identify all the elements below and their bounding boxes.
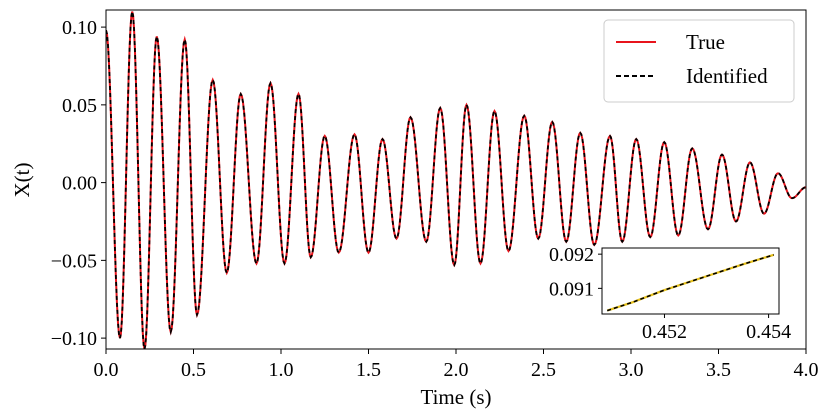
x-axis-ticks: 0.0 0.5 1.0 1.5 2.0 2.5 3.0 3.5 4.0 xyxy=(94,349,819,381)
y-tick-label: −0.05 xyxy=(51,250,97,272)
y-tick-label: −0.10 xyxy=(51,328,97,350)
x-axis-label: Time (s) xyxy=(421,385,492,409)
main-lines xyxy=(106,11,806,349)
x-tick-label: 1.5 xyxy=(356,359,381,381)
x-tick-label: 2.5 xyxy=(531,359,556,381)
x-tick-label: 3.5 xyxy=(706,359,731,381)
main-plot: 0.0 0.5 1.0 1.5 2.0 2.5 3.0 3.5 4.0 0.10 0.05 0.00… xyxy=(10,9,819,409)
y-axis-label: X(t) xyxy=(10,163,34,198)
inset-x-tick-label: 0.452 xyxy=(642,321,687,343)
inset-identified-line xyxy=(606,254,775,312)
inset-y-tick-label: 0.091 xyxy=(549,278,594,300)
x-tick-label: 3.0 xyxy=(619,359,644,381)
inset-y-tick-label: 0.092 xyxy=(549,244,594,266)
legend-label-identified: Identified xyxy=(686,64,768,88)
inset-x-tick-label: 0.454 xyxy=(746,321,791,343)
y-tick-label: 0.00 xyxy=(62,173,97,195)
legend-label-true: True xyxy=(686,30,725,54)
legend-box xyxy=(603,19,795,103)
inset-y-ticks: 0.092 0.091 xyxy=(549,244,602,300)
legend: True Identified xyxy=(603,19,795,103)
inset-frame xyxy=(601,247,780,315)
x-tick-label: 0.5 xyxy=(181,359,206,381)
y-axis-ticks: 0.10 0.05 0.00 −0.05 −0.10 xyxy=(51,17,106,350)
x-tick-label: 2.0 xyxy=(444,359,469,381)
inset-plot: 0.452 0.454 0.092 0.091 xyxy=(549,244,791,343)
x-tick-label: 1.0 xyxy=(269,359,294,381)
x-tick-label: 0.0 xyxy=(94,359,119,381)
inset-lines xyxy=(606,253,775,312)
series-identified-line xyxy=(106,11,806,349)
inset-x-ticks: 0.452 0.454 xyxy=(642,314,791,343)
y-tick-label: 0.10 xyxy=(62,17,97,39)
y-tick-label: 0.05 xyxy=(62,95,97,117)
x-tick-label: 4.0 xyxy=(794,359,819,381)
